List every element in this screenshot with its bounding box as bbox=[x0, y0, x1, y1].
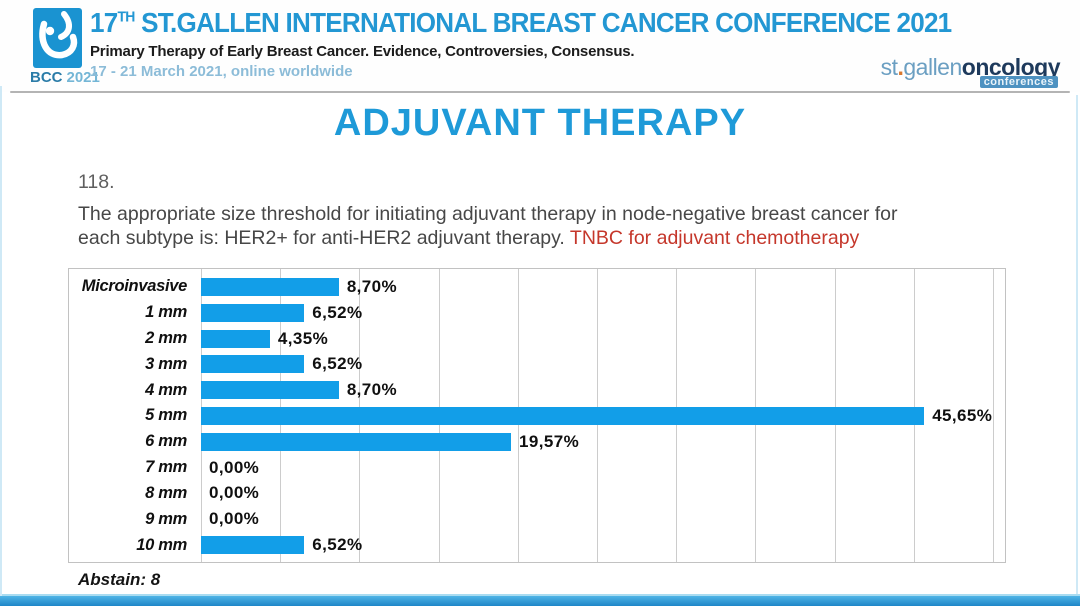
bar bbox=[201, 432, 512, 451]
chart-row: 5 mm 45,65% bbox=[69, 403, 1005, 429]
title-ordinal: TH bbox=[117, 8, 135, 26]
row-plot-area: 0,00% bbox=[201, 506, 1005, 532]
category-label: Microinvasive bbox=[81, 277, 188, 296]
chart-row: Microinvasive 8,70% bbox=[69, 274, 1005, 300]
bcc-logo bbox=[33, 8, 82, 68]
stgallen-oncology-logo: st.gallenoncology conferences bbox=[880, 54, 1061, 88]
gridline-50 bbox=[993, 269, 995, 562]
swan-logo-icon bbox=[39, 11, 78, 59]
brand-dot: . bbox=[897, 54, 904, 80]
category-label: 5 mm bbox=[145, 406, 187, 425]
category-label: 1 mm bbox=[145, 303, 187, 322]
category-label: 7 mm bbox=[145, 458, 187, 477]
row-plot-area: 6,52% bbox=[201, 300, 1005, 326]
question-highlight-red: TNBC for adjuvant chemotherapy bbox=[569, 227, 860, 249]
title-rest: ST.GALLEN INTERNATIONAL BREAST CANCER CO… bbox=[134, 7, 952, 38]
chart-row: 4 mm 8,70% bbox=[69, 377, 1005, 403]
slide-title: ADJUVANT THERAPY bbox=[333, 102, 747, 144]
bar-value: 8,70% bbox=[346, 380, 398, 400]
left-edge-artifact bbox=[0, 86, 2, 596]
bar-value: 0,00% bbox=[209, 483, 260, 503]
bar-value: 45,65% bbox=[932, 405, 993, 425]
bar-value: 0,00% bbox=[209, 457, 260, 477]
category-label: 3 mm bbox=[145, 354, 187, 373]
bar bbox=[201, 329, 270, 348]
abstain-label: Abstain: 8 bbox=[78, 570, 161, 589]
brand-st: st bbox=[880, 54, 898, 80]
bcc-logo-caption: BCC 2021 bbox=[30, 69, 100, 86]
category-label: 8 mm bbox=[145, 483, 187, 502]
chart-row: 6 mm 19,57% bbox=[69, 429, 1005, 455]
row-plot-area: 6,52% bbox=[201, 351, 1005, 377]
right-edge-artifact bbox=[1076, 95, 1078, 594]
conference-header: BCC 2021 17TH ST.GALLEN INTERNATIONAL BRE… bbox=[0, 0, 1080, 93]
bottom-blue-strip bbox=[0, 596, 1080, 606]
row-plot-area: 4,35% bbox=[201, 326, 1005, 352]
category-label: 2 mm bbox=[145, 329, 187, 348]
bar-value: 8,70% bbox=[346, 276, 398, 296]
bar bbox=[201, 381, 339, 400]
chart-row: 8 mm 0,00% bbox=[69, 481, 1005, 507]
row-plot-area: 0,00% bbox=[201, 481, 1005, 507]
bar-value: 6,52% bbox=[312, 535, 363, 555]
header-text-block: 17TH ST.GALLEN INTERNATIONAL BREAST CANC… bbox=[90, 7, 1016, 80]
category-label: 6 mm bbox=[145, 432, 187, 451]
bar bbox=[201, 303, 305, 322]
category-label: 4 mm bbox=[145, 380, 187, 399]
bar-value: 6,52% bbox=[312, 354, 363, 374]
bar bbox=[201, 536, 305, 555]
brand-conferences-tag: conferences bbox=[979, 76, 1058, 88]
chart-row: 2 mm 4,35% bbox=[69, 326, 1005, 352]
question-line1: The appropriate size threshold for initi… bbox=[78, 203, 898, 225]
chart-row: 1 mm 6,52% bbox=[69, 300, 1005, 326]
row-plot-area: 8,70% bbox=[201, 377, 1005, 403]
bar bbox=[201, 406, 925, 425]
bar bbox=[201, 277, 339, 296]
bar-value: 6,52% bbox=[312, 302, 363, 322]
question-number: 118. bbox=[78, 171, 115, 193]
row-plot-area: 0,00% bbox=[201, 455, 1005, 481]
chart-rows: Microinvasive 8,70% 1 mm 6,52% 2 mm 4,35% 3 mm… bbox=[69, 269, 1005, 562]
row-plot-area: 45,65% bbox=[201, 403, 1005, 429]
title-number: 17 bbox=[90, 7, 118, 38]
bar bbox=[201, 355, 305, 374]
chart-row: 3 mm 6,52% bbox=[69, 351, 1005, 377]
bottom-accent-line bbox=[0, 594, 1080, 596]
chart-row: 7 mm 0,00% bbox=[69, 455, 1005, 481]
header-divider bbox=[10, 91, 1070, 93]
category-label: 9 mm bbox=[145, 509, 187, 528]
chart-row: 9 mm 0,00% bbox=[69, 506, 1005, 532]
poll-bar-chart: Microinvasive 8,70% 1 mm 6,52% 2 mm 4,35% 3 mm… bbox=[68, 268, 1006, 563]
conference-subtitle: Primary Therapy of Early Breast Cancer. … bbox=[90, 43, 635, 60]
row-plot-area: 6,52% bbox=[201, 532, 1005, 558]
bar-value: 19,57% bbox=[519, 431, 580, 451]
question-line2: each subtype is: HER2+ for anti-HER2 adj… bbox=[78, 227, 570, 249]
conference-title: 17TH ST.GALLEN INTERNATIONAL BREAST CANC… bbox=[90, 7, 952, 39]
brand-gallen: gallen bbox=[903, 54, 962, 80]
brand-oncology: oncology bbox=[961, 54, 1061, 80]
row-plot-area: 8,70% bbox=[201, 274, 1005, 300]
bar-value: 4,35% bbox=[277, 328, 329, 348]
category-label: 10 mm bbox=[136, 535, 187, 554]
chart-row: 10 mm 6,52% bbox=[69, 532, 1005, 558]
row-plot-area: 19,57% bbox=[201, 429, 1005, 455]
conference-dates: 17 - 21 March 2021, online worldwide bbox=[90, 63, 353, 80]
question-block: 118. The appropriate size threshold for … bbox=[78, 170, 1018, 250]
bcc-text: BCC bbox=[30, 69, 63, 86]
bar-value: 0,00% bbox=[209, 509, 260, 529]
bcc-year: 2021 bbox=[66, 69, 100, 86]
